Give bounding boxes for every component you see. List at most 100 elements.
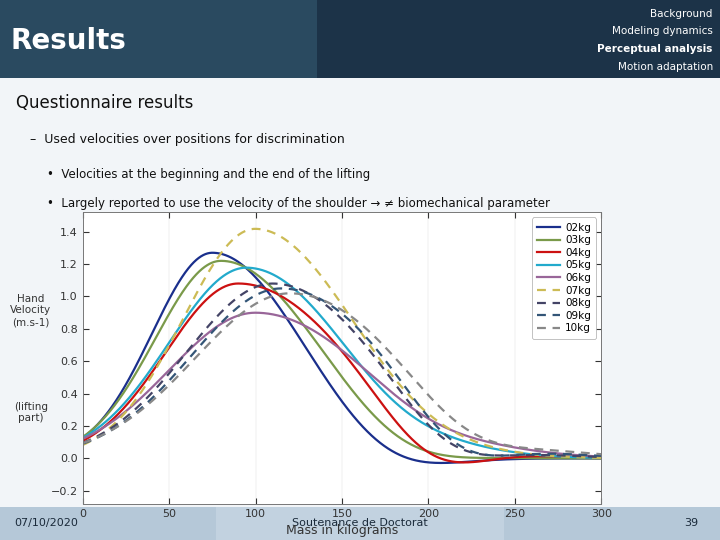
04kg (105, 419, 114, 426)
Text: (lifting
part): (lifting part) (14, 402, 48, 423)
09kg (582, 452, 590, 458)
07kg (597, 455, 606, 461)
04kg (78, 437, 87, 444)
09kg (317, 296, 325, 303)
02kg (330, 389, 339, 395)
10kg (285, 290, 294, 296)
05kg (242, 265, 251, 271)
08kg (582, 453, 590, 460)
04kg (330, 340, 339, 347)
03kg (105, 409, 114, 415)
08kg (597, 454, 606, 460)
03kg (597, 455, 606, 462)
05kg (487, 445, 495, 451)
03kg (487, 455, 495, 461)
10kg (487, 438, 495, 444)
09kg (597, 453, 606, 459)
Line: 07kg: 07kg (83, 229, 601, 458)
10kg (105, 428, 114, 435)
10kg (597, 451, 606, 457)
Text: 07/10/2020: 07/10/2020 (14, 518, 78, 528)
06kg (105, 421, 114, 427)
05kg (317, 314, 325, 320)
09kg (78, 441, 87, 447)
Text: Motion adaptation: Motion adaptation (618, 62, 713, 72)
05kg (330, 330, 339, 336)
Line: 10kg: 10kg (83, 293, 601, 454)
06kg (487, 440, 495, 446)
10kg (582, 450, 590, 456)
Text: •  Largely reported to use the velocity of the shoulder → ≠ biomechanical parame: • Largely reported to use the velocity o… (47, 197, 550, 210)
06kg (330, 342, 339, 348)
Bar (216, 507, 504, 540)
04kg (582, 454, 590, 461)
02kg (78, 435, 87, 441)
07kg (582, 454, 590, 461)
10kg (582, 450, 590, 456)
Line: 05kg: 05kg (83, 268, 601, 458)
06kg (78, 435, 87, 442)
Text: Questionnaire results: Questionnaire results (16, 94, 193, 112)
06kg (597, 453, 606, 460)
08kg (317, 299, 325, 305)
Text: Perceptual analysis: Perceptual analysis (598, 44, 713, 53)
Text: Hand
Velocity
(m.s-1): Hand Velocity (m.s-1) (10, 294, 52, 327)
03kg (317, 346, 325, 352)
08kg (330, 309, 339, 316)
05kg (582, 454, 590, 461)
07kg (317, 273, 325, 280)
02kg (317, 368, 325, 375)
Text: Modeling dynamics: Modeling dynamics (612, 26, 713, 36)
06kg (582, 453, 590, 459)
08kg (582, 453, 590, 460)
03kg (330, 364, 339, 371)
06kg (251, 309, 260, 316)
08kg (269, 280, 277, 287)
05kg (105, 415, 114, 422)
02kg (437, 460, 446, 466)
Line: 03kg: 03kg (83, 261, 601, 458)
07kg (105, 425, 114, 431)
X-axis label: Mass in kilograms: Mass in kilograms (286, 524, 398, 537)
03kg (78, 434, 87, 440)
Legend: 02kg, 03kg, 04kg, 05kg, 06kg, 07kg, 08kg, 09kg, 10kg: 02kg, 03kg, 04kg, 05kg, 06kg, 07kg, 08kg… (531, 218, 596, 339)
Line: 04kg: 04kg (83, 284, 601, 462)
07kg (330, 292, 339, 298)
03kg (582, 455, 590, 462)
05kg (582, 454, 590, 461)
06kg (317, 332, 325, 339)
Line: 09kg: 09kg (83, 288, 601, 456)
09kg (330, 305, 339, 312)
07kg (78, 442, 87, 448)
06kg (582, 453, 590, 459)
Text: 39: 39 (684, 518, 698, 528)
10kg (317, 296, 325, 303)
08kg (78, 440, 87, 446)
Line: 06kg: 06kg (83, 313, 601, 456)
05kg (78, 435, 87, 441)
09kg (582, 452, 590, 458)
07kg (487, 443, 495, 450)
09kg (487, 452, 495, 458)
04kg (597, 454, 606, 461)
04kg (487, 457, 496, 463)
02kg (208, 249, 217, 256)
09kg (277, 285, 286, 292)
Bar (0, 0, 317, 78)
07kg (251, 226, 260, 232)
02kg (487, 457, 496, 463)
Text: Background: Background (650, 9, 713, 19)
10kg (78, 440, 87, 447)
10kg (330, 303, 339, 309)
02kg (105, 407, 114, 414)
04kg (460, 459, 469, 465)
Text: •  Velocities at the beginning and the end of the lifting: • Velocities at the beginning and the en… (47, 167, 370, 180)
Line: 02kg: 02kg (83, 253, 601, 463)
03kg (582, 455, 590, 462)
04kg (234, 280, 243, 287)
03kg (217, 258, 225, 264)
02kg (582, 455, 591, 462)
04kg (582, 454, 591, 461)
Text: Results: Results (11, 26, 127, 55)
Text: –  Used velocities over positions for discrimination: – Used velocities over positions for dis… (30, 133, 345, 146)
